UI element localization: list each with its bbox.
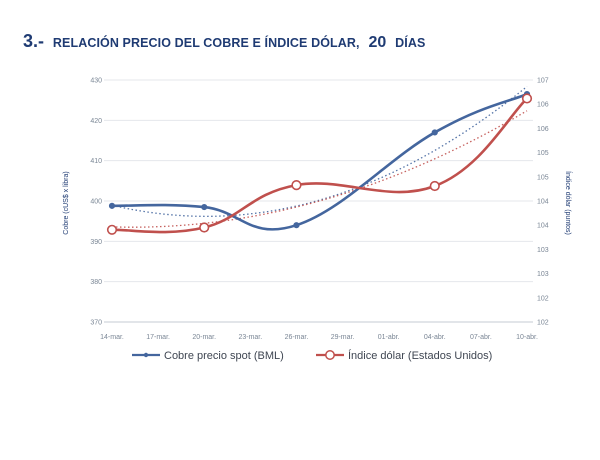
data-point-copper [293,222,300,229]
y2-tick-label: 104 [537,223,549,230]
series-line-copper [110,92,529,231]
y2-tick-label: 105 [537,174,549,181]
trend-lines [111,86,528,228]
chart-legend: Cobre precio spot (BML) Índice dólar (Es… [132,349,492,362]
x-tick-label: 01-abr. [378,334,400,341]
series-markers [106,91,533,235]
y-tick-label: 410 [90,158,102,165]
x-tick-label: 26-mar. [285,334,309,341]
data-point-copper [108,202,116,209]
x-axis: 14-mar. 17-mar. 20-mar. 23-mar. 26-mar. 29-ma… [100,334,538,341]
legend-marker-copper [143,352,149,358]
legend-marker-dollar [325,350,335,360]
x-tick-label: 29-mar. [331,334,355,341]
y-tick-label: 420 [90,118,102,125]
title-caption: RELACIÓN PRECIO DEL COBRE E ÍNDICE DÓLAR… [52,36,360,50]
data-point-dollar [291,179,302,191]
y2-tick-label: 105 [537,150,549,157]
legend-label-copper: Cobre precio spot (BML) [164,350,284,362]
y2-tick-label: 103 [537,271,549,278]
y2-tick-label: 102 [537,295,549,302]
title-days-number: 20 [368,34,387,51]
x-tick-label: 23-mar. [238,334,262,341]
data-point-copper [201,203,208,211]
y-axis-left: 370 380 390 400 410 420 430 [90,78,102,327]
trendline-copper [111,86,528,218]
y2-tick-label: 107 [537,78,549,85]
x-tick-label: 17-mar. [146,334,170,341]
y-axis-right: 102 102 103 103 104 104 105 105 106 106 107 [537,78,549,327]
data-point-dollar [429,180,440,192]
trendline-dollar [111,110,528,228]
legend-entry-dollar: Índice dólar (Estados Unidos) [316,349,492,362]
legend-label-dollar: Índice dólar (Estados Unidos) [348,349,492,362]
x-tick-label: 04-abr. [424,334,446,341]
y2-tick-label: 102 [537,320,549,327]
data-point-dollar [199,222,210,233]
y2-tick-label: 103 [537,247,549,254]
y-tick-label: 380 [90,279,102,286]
page-title: 3.- RELACIÓN PRECIO DEL COBRE E ÍNDICE D… [23,18,583,55]
x-tick-label: 20-mar. [192,334,216,341]
series-line-dollar [110,97,529,234]
y2-tick-label: 106 [537,102,549,109]
y-tick-label: 390 [90,239,102,246]
y-axis-left-label: Cobre (cUS$ x libra) [63,171,70,234]
data-point-dollar [106,224,118,235]
data-point-dollar [521,93,533,104]
y2-tick-label: 104 [537,199,549,206]
title-days-word: DÍAS [395,36,426,50]
data-point-copper [431,129,438,136]
y-tick-label: 430 [90,78,102,85]
title-number: 3.- [23,31,45,51]
series-lines [110,92,529,234]
x-tick-label: 14-mar. [100,334,124,341]
x-tick-label: 10-abr. [516,334,538,341]
y-axis-right-label: Índice dólar (puntos) [564,171,573,235]
legend-entry-copper: Cobre precio spot (BML) [132,350,284,362]
x-tick-label: 07-abr. [470,334,492,341]
y-tick-label: 400 [90,199,102,206]
y-tick-label: 370 [90,320,102,327]
y2-tick-label: 106 [537,126,549,133]
